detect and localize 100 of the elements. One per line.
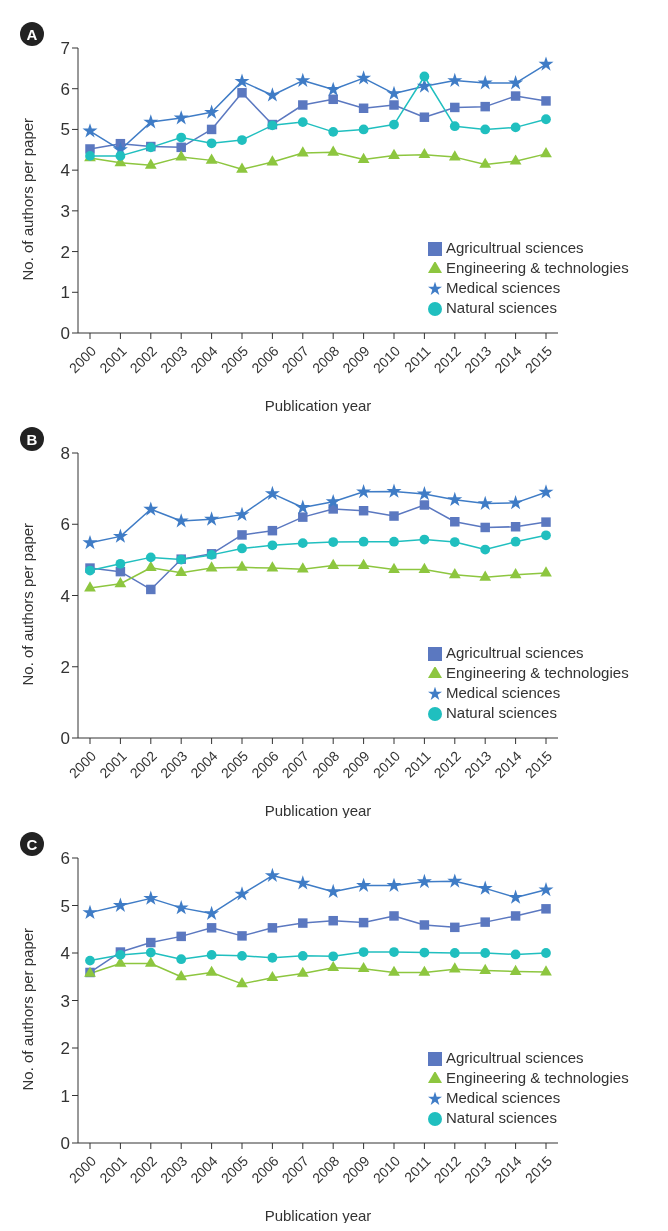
legend-label: Agricultrual sciences bbox=[446, 1049, 584, 1066]
point bbox=[477, 495, 493, 510]
point bbox=[416, 486, 432, 501]
point bbox=[297, 538, 308, 549]
legend-label: Agricultrual sciences bbox=[446, 644, 584, 661]
point bbox=[358, 947, 369, 957]
point bbox=[206, 950, 217, 960]
point bbox=[82, 534, 98, 550]
point bbox=[510, 91, 521, 101]
y-tick-label: 8 bbox=[60, 444, 70, 464]
point bbox=[145, 552, 156, 563]
point bbox=[205, 965, 218, 976]
point bbox=[264, 867, 280, 882]
point bbox=[449, 121, 460, 132]
point bbox=[143, 501, 159, 516]
point bbox=[296, 146, 309, 157]
y-tick-label: 2 bbox=[60, 242, 70, 262]
point bbox=[204, 511, 220, 526]
point bbox=[447, 873, 463, 888]
point bbox=[325, 81, 341, 96]
point bbox=[450, 102, 460, 113]
point bbox=[541, 904, 551, 914]
chart-title: B bbox=[20, 427, 44, 451]
point bbox=[144, 956, 157, 967]
point bbox=[357, 961, 370, 973]
point bbox=[480, 124, 491, 135]
point bbox=[295, 72, 311, 87]
y-tick-label: 6 bbox=[60, 849, 70, 869]
point bbox=[389, 119, 399, 130]
point bbox=[388, 148, 400, 159]
point bbox=[85, 955, 95, 966]
point bbox=[237, 135, 247, 145]
point bbox=[114, 576, 127, 588]
point bbox=[449, 537, 460, 547]
point bbox=[541, 96, 551, 106]
point bbox=[388, 562, 400, 573]
point bbox=[175, 150, 188, 161]
point bbox=[236, 977, 248, 988]
point bbox=[175, 565, 188, 577]
point bbox=[389, 536, 399, 547]
legend-label: Natural sciences bbox=[446, 704, 557, 721]
point bbox=[296, 966, 309, 977]
point bbox=[264, 485, 280, 500]
point bbox=[173, 513, 189, 528]
point bbox=[418, 147, 431, 159]
y-tick-label: 1 bbox=[60, 1086, 70, 1106]
point bbox=[540, 566, 552, 577]
point bbox=[327, 145, 340, 156]
point bbox=[237, 88, 247, 98]
point bbox=[448, 150, 461, 161]
y-tick-label: 6 bbox=[60, 79, 70, 99]
point bbox=[298, 100, 308, 110]
point bbox=[389, 911, 399, 921]
legend-label: Natural sciences bbox=[446, 1109, 557, 1126]
point bbox=[143, 890, 159, 905]
point bbox=[389, 511, 399, 521]
point bbox=[419, 920, 430, 930]
y-axis-title: No. of authors per paper bbox=[19, 927, 37, 1091]
point bbox=[449, 948, 460, 958]
point bbox=[267, 525, 278, 536]
y-tick-label: 3 bbox=[60, 201, 70, 221]
point bbox=[479, 570, 492, 581]
point bbox=[205, 561, 218, 572]
point bbox=[419, 112, 430, 122]
point bbox=[540, 965, 552, 976]
y-tick-label: 5 bbox=[60, 120, 70, 140]
point bbox=[386, 483, 402, 498]
point bbox=[175, 969, 188, 981]
point bbox=[479, 157, 492, 168]
point bbox=[264, 87, 280, 102]
point bbox=[510, 949, 521, 960]
y-tick-label: 4 bbox=[60, 586, 70, 606]
y-tick-label: 2 bbox=[60, 657, 70, 677]
point bbox=[266, 970, 279, 982]
point bbox=[541, 517, 551, 527]
point bbox=[358, 536, 369, 547]
point bbox=[236, 162, 248, 173]
point bbox=[508, 494, 524, 510]
legend-label: Medical sciences bbox=[446, 279, 561, 296]
point bbox=[237, 950, 247, 961]
y-tick-label: 1 bbox=[60, 283, 70, 303]
point bbox=[480, 948, 491, 958]
point bbox=[510, 536, 521, 547]
legend-label: Natural sciences bbox=[446, 299, 557, 316]
point bbox=[510, 522, 521, 532]
point bbox=[297, 950, 308, 961]
point bbox=[358, 505, 369, 516]
point bbox=[325, 493, 341, 509]
point bbox=[325, 883, 341, 899]
y-tick-label: 0 bbox=[60, 324, 70, 344]
point bbox=[146, 937, 156, 948]
point bbox=[447, 491, 463, 507]
point bbox=[298, 512, 308, 522]
point bbox=[266, 155, 279, 166]
point bbox=[508, 75, 524, 90]
legend-label: Engineering & technologies bbox=[446, 1069, 629, 1086]
point bbox=[267, 540, 278, 551]
point bbox=[173, 899, 189, 915]
point bbox=[538, 56, 554, 71]
y-tick-label: 3 bbox=[60, 991, 70, 1011]
